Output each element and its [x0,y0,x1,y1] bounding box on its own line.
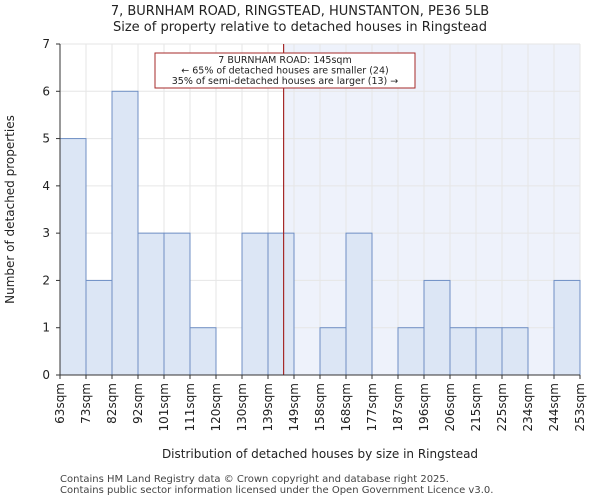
chart-title-subtitle: Size of property relative to detached ho… [112,20,487,35]
x-tick-label: 234sqm [521,383,535,431]
y-tick-label: 2 [42,273,50,287]
chart-title-address: 7, BURNHAM ROAD, RINGSTEAD, HUNSTANTON, … [110,4,490,19]
histogram-bar [85,279,113,376]
x-tick-label: 168sqm [339,383,353,431]
x-tick-label: 187sqm [391,383,405,431]
annotation-title: 7 BURNHAM ROAD: 145sqm [218,55,351,66]
histogram-bar [163,232,191,376]
x-tick-label: 244sqm [547,383,561,431]
annotation-larger: 35% of semi-detached houses are larger (… [172,76,399,87]
x-tick-label: 225sqm [495,383,509,431]
histogram-bar [59,138,87,376]
histogram-bar [241,232,269,376]
x-tick-label: 196sqm [417,383,431,431]
x-tick-label: 92sqm [131,383,145,424]
x-tick-label: 82sqm [105,383,119,424]
footer-copyright: Contains HM Land Registry data © Crown c… [60,474,449,485]
y-tick-label: 0 [42,368,50,382]
y-tick-label: 1 [42,321,50,335]
y-axis-label: Number of detached properties [3,115,17,304]
histogram-bar [501,327,529,376]
histogram-bar [267,232,295,376]
x-tick-label: 215sqm [469,383,483,431]
x-tick-label: 73sqm [79,383,93,424]
histogram-bar [475,327,503,376]
y-tick-label: 3 [42,226,50,240]
histogram-bar [449,327,477,376]
histogram-bar [553,279,581,376]
histogram-bar [137,232,165,376]
y-tick-label: 5 [42,132,50,146]
footer-licence: Contains public sector information licen… [60,485,494,496]
x-tick-label: 139sqm [261,383,275,431]
annotation-smaller: ← 65% of detached houses are smaller (24… [181,66,388,77]
histogram-bar [423,279,451,376]
x-tick-label: 177sqm [365,383,379,431]
histogram-bar [345,232,373,376]
y-tick-label: 7 [42,37,50,51]
x-tick-label: 130sqm [235,383,249,431]
x-tick-label: 111sqm [183,383,197,431]
x-tick-label: 120sqm [209,383,223,431]
x-tick-label: 101sqm [157,383,171,431]
annotation-box [154,52,416,89]
histogram-bar [319,327,347,376]
x-tick-label: 206sqm [443,383,457,431]
x-tick-label: 158sqm [313,383,327,431]
histogram-bar [397,327,425,376]
y-tick-label: 4 [42,179,50,193]
histogram-bar [189,327,217,376]
x-tick-label: 253sqm [573,383,587,431]
x-tick-label: 149sqm [287,383,301,431]
histogram-bar [111,90,139,376]
x-axis-label: Distribution of detached houses by size … [162,447,478,461]
y-tick-label: 6 [42,84,50,98]
x-tick-label: 63sqm [53,383,67,424]
